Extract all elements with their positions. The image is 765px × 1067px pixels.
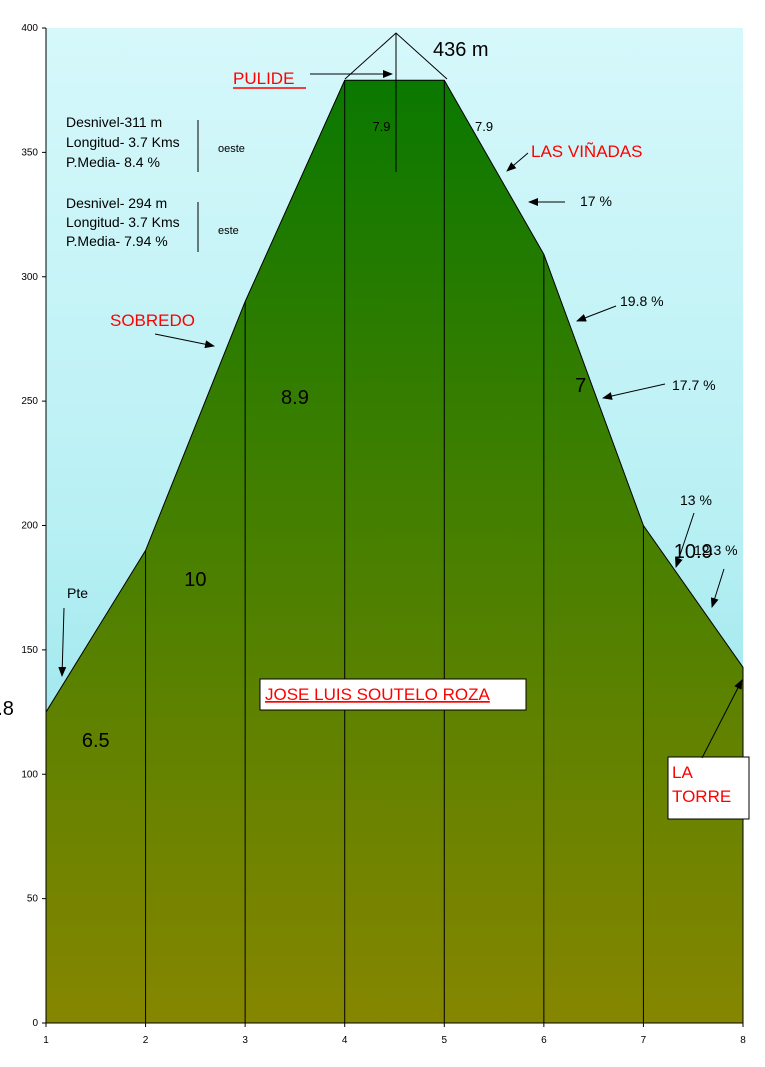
segment-value-label: 7.9 — [372, 119, 390, 134]
x-tick-label: 3 — [242, 1035, 248, 1046]
segment-value-label: 7 — [575, 375, 586, 397]
segment-value-label: 10 — [184, 569, 206, 591]
y-tick-label: 350 — [21, 147, 38, 158]
y-tick-label: 250 — [21, 396, 38, 407]
x-tick-label: 1 — [43, 1035, 49, 1046]
segment-value-label: 6.5 — [82, 730, 110, 752]
gradient-12-3-arrow — [710, 568, 725, 608]
gradient-17-7: 17.7 % — [672, 377, 716, 393]
gradient-13: 13 % — [680, 492, 712, 508]
las-vinadas-arrow — [506, 152, 529, 172]
este-media: P.Media- 7.94 % — [66, 233, 168, 249]
x-tick-label: 8 — [740, 1035, 746, 1046]
la-torre-label-2: TORRE — [672, 787, 731, 806]
y-tick-label: 400 — [21, 23, 38, 34]
este-side: este — [218, 225, 239, 237]
las-vinadas-label: LAS VIÑADAS — [531, 142, 643, 161]
author-box — [259, 678, 527, 711]
segment-value-label: 10.9 — [674, 541, 713, 563]
y-tick-label: 300 — [21, 272, 38, 283]
oeste-media: P.Media- 8.4 % — [66, 154, 160, 170]
y-tick-label: 50 — [27, 894, 39, 905]
pte-arrow — [58, 607, 67, 677]
x-tick-label: 2 — [143, 1035, 149, 1046]
peak-label: 436 m — [433, 39, 489, 61]
x-tick-label: 6 — [541, 1035, 547, 1046]
oeste-side: oeste — [218, 143, 245, 155]
x-tick-label: 5 — [442, 1035, 448, 1046]
x-ticks: 1 2 3 4 5 6 7 8 — [43, 1023, 746, 1046]
este-desnivel: Desnivel- 294 m — [66, 195, 167, 211]
segment-value-label: 5.8 — [0, 698, 14, 720]
author-name: JOSE LUIS SOUTELO ROZA — [265, 685, 490, 704]
gradient-17-7-arrow — [602, 383, 666, 400]
oeste-longitud: Longitud- 3.7 Kms — [66, 134, 180, 150]
segment-value-label: 8.9 — [281, 387, 309, 409]
segment-value-label: 7.9 — [475, 119, 493, 134]
gradient-12-3: 12.3 % — [694, 542, 738, 558]
y-tick-label: 0 — [32, 1018, 38, 1029]
la-torre-box — [667, 756, 750, 820]
oeste-desnivel: Desnivel-311 m — [66, 114, 162, 130]
x-tick-label: 7 — [641, 1035, 647, 1046]
gradient-19-8: 19.8 % — [620, 293, 664, 309]
x-tick-label: 4 — [342, 1035, 348, 1046]
pulide-label: PULIDE — [233, 69, 294, 88]
sobredo-arrow — [154, 333, 215, 349]
la-torre-arrow — [701, 679, 743, 759]
gradient-13-arrow — [675, 512, 695, 568]
km-dividers — [145, 80, 644, 1023]
y-ticks: 0 50 100 150 200 250 300 350 400 — [21, 23, 46, 1029]
y-tick-label: 150 — [21, 645, 38, 656]
la-torre-label-1: LA — [672, 763, 693, 782]
segment-labels: 6.5 10 8.9 7.9 7.9 7 10.9 5.8 — [0, 119, 713, 752]
gradient-17: 17 % — [580, 193, 612, 209]
sobredo-label: SOBREDO — [110, 311, 195, 330]
este-longitud: Longitud- 3.7 Kms — [66, 214, 180, 230]
y-tick-label: 100 — [21, 769, 38, 780]
y-tick-label: 200 — [21, 521, 38, 532]
pte-label: Pte — [67, 585, 88, 601]
gradient-19-8-arrow — [576, 305, 617, 322]
